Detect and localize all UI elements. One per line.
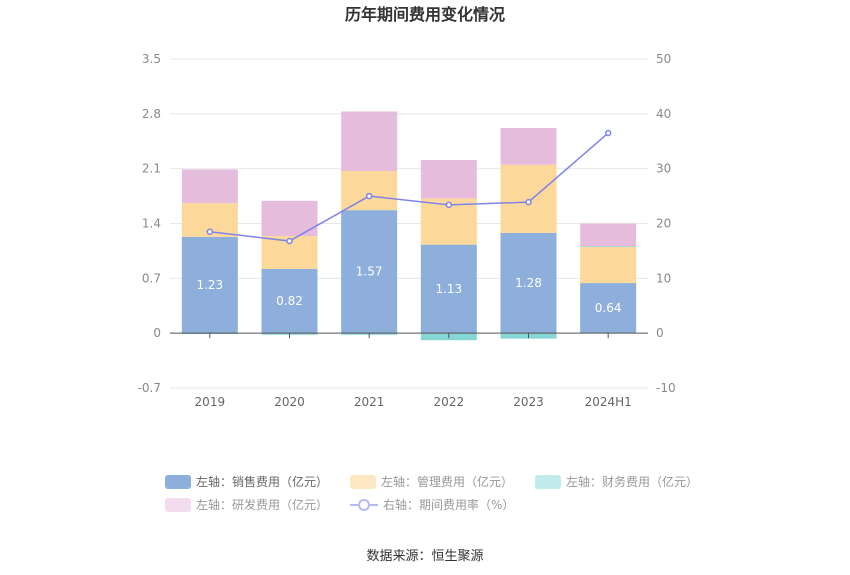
legend-swatch-finance bbox=[535, 474, 562, 489]
rate-point bbox=[525, 198, 532, 206]
bar-segment bbox=[580, 283, 637, 334]
bar-segment bbox=[500, 232, 557, 334]
left-axis: 3.5 2.8 2.1 1.4 0.7 0 -0.7 bbox=[138, 52, 161, 395]
x-tick-label: 2021 bbox=[354, 395, 385, 409]
data-label: 0.82 bbox=[276, 294, 303, 308]
legend-label-sales: 左轴：销售费用（亿元） bbox=[196, 475, 329, 489]
legend-swatch-sales bbox=[165, 474, 191, 489]
legend-label-finance: 左轴：财务费用（亿元） bbox=[566, 475, 699, 489]
rate-point bbox=[206, 228, 214, 235]
right-tick-label: 10 bbox=[656, 271, 671, 285]
rate-point bbox=[604, 129, 612, 137]
x-tick-label: 2024H1 bbox=[585, 395, 632, 409]
left-tick-label: 0.7 bbox=[142, 271, 161, 285]
left-tick-label: -0.7 bbox=[138, 381, 161, 395]
left-tick-label: 2.8 bbox=[142, 107, 161, 121]
data-label: 1.23 bbox=[196, 278, 223, 292]
chart-title: 历年期间费用变化情况 bbox=[345, 5, 505, 24]
chart: 历年期间费用变化情况 3.5 2.8 2.1 1.4 0.7 0 -0.7 50 40 30 20… bbox=[138, 5, 676, 409]
x-tick-label: 2020 bbox=[274, 395, 305, 409]
bar-segment bbox=[341, 210, 398, 334]
x-tick-label: 2023 bbox=[513, 395, 544, 409]
bar-segment bbox=[181, 169, 238, 204]
legend: 左轴：销售费用（亿元） 左轴：管理费用（亿元） 左轴：财务费用（亿元） 左轴：研… bbox=[165, 470, 705, 516]
bar-segment bbox=[580, 223, 637, 247]
legend-line-icon bbox=[350, 498, 379, 511]
rate-point bbox=[365, 192, 373, 200]
bars bbox=[181, 111, 637, 341]
right-tick-label: 50 bbox=[656, 52, 671, 66]
right-tick-label: 30 bbox=[656, 162, 671, 176]
right-tick-label: 20 bbox=[656, 217, 671, 231]
bar-segment bbox=[181, 236, 238, 334]
right-tick-label: 0 bbox=[656, 326, 664, 340]
data-labels: 1.23 0.82 1.57 1.13 1.28 0.64 bbox=[196, 265, 621, 315]
legend-item-sales[interactable]: 左轴：销售费用（亿元） bbox=[165, 473, 328, 490]
bar-segment bbox=[261, 268, 318, 334]
bar-segment bbox=[500, 127, 557, 165]
legend-swatch-admin bbox=[350, 474, 377, 489]
rate-point bbox=[445, 201, 453, 209]
left-tick-label: 1.4 bbox=[142, 217, 161, 231]
legend-item-rate[interactable]: 右轴：期间费用率（%） bbox=[350, 496, 514, 513]
legend-item-finance[interactable]: 左轴：财务费用（亿元） bbox=[535, 473, 698, 490]
bar-segment bbox=[420, 244, 477, 334]
bar-segment bbox=[341, 111, 398, 172]
left-tick-label: 3.5 bbox=[142, 52, 161, 66]
rate-point bbox=[286, 237, 293, 245]
legend-label-rate: 右轴：期间费用率（%） bbox=[383, 498, 515, 512]
bar-segment bbox=[580, 247, 637, 284]
legend-item-admin[interactable]: 左轴：管理费用（亿元） bbox=[350, 473, 513, 490]
legend-item-rnd[interactable]: 左轴：研发费用（亿元） bbox=[165, 496, 328, 513]
data-label: 1.57 bbox=[356, 265, 383, 279]
data-label: 0.64 bbox=[595, 301, 622, 315]
grid-lines bbox=[170, 58, 648, 389]
rate-line-path bbox=[209, 132, 609, 242]
bar-segment bbox=[341, 171, 398, 211]
bar-segment bbox=[500, 164, 557, 233]
right-axis: 50 40 30 20 10 0 -10 bbox=[656, 52, 676, 395]
x-tick-label: 2022 bbox=[434, 395, 465, 409]
data-label: 1.28 bbox=[515, 276, 542, 290]
rate-line bbox=[206, 129, 612, 245]
right-tick-label: -10 bbox=[656, 381, 676, 395]
x-axis: 2019 2020 2021 2022 2023 2024H1 bbox=[170, 332, 648, 409]
data-label: 1.13 bbox=[435, 282, 462, 296]
legend-label-admin: 左轴：管理费用（亿元） bbox=[381, 475, 514, 489]
legend-label-rnd: 左轴：研发费用（亿元） bbox=[196, 498, 329, 512]
bar-segment bbox=[420, 160, 477, 199]
x-tick-label: 2019 bbox=[195, 395, 226, 409]
left-tick-label: 2.1 bbox=[142, 162, 161, 176]
data-source: 数据来源：恒生聚源 bbox=[366, 549, 484, 564]
legend-swatch-rnd bbox=[165, 497, 191, 512]
right-tick-label: 40 bbox=[656, 107, 671, 121]
bar-segment bbox=[580, 246, 637, 247]
left-tick-label: 0 bbox=[153, 326, 161, 340]
